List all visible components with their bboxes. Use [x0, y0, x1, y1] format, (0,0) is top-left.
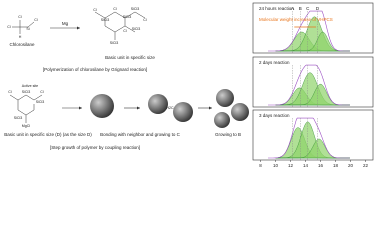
plot-frame — [252, 2, 374, 54]
caption: [Step growth of polymer by coupling reac… — [50, 145, 140, 150]
atom: H2C — [166, 106, 174, 110]
peak-label: B — [299, 6, 302, 11]
atom: MgCl — [22, 124, 31, 128]
label: Basic unit in specific size (D) (as the … — [4, 132, 92, 137]
arrow-head — [77, 26, 80, 30]
sphere — [148, 94, 168, 114]
x-tick-label: 12 — [288, 163, 294, 168]
panel-label: 3 days reaction — [259, 113, 290, 118]
atom: Cl — [143, 18, 147, 22]
sphere — [216, 89, 234, 107]
atom: Cl — [7, 25, 11, 29]
envelope — [268, 117, 350, 159]
x-tick-label: 22 — [363, 163, 369, 168]
label: Chlorosilane — [9, 42, 35, 47]
x-tick-label: 20 — [348, 163, 354, 168]
atom: Cl — [8, 90, 12, 94]
label: Bonding with neighbor and growing to C — [100, 132, 181, 137]
reagent: Mg — [62, 21, 69, 26]
atom: Cl — [93, 8, 97, 12]
peak-label: C — [306, 6, 310, 11]
annotation: Molecular weight increase of VHPCS — [259, 17, 333, 22]
label: Active site — [22, 84, 38, 88]
atom: SiCl3 — [14, 116, 23, 120]
peak-label: A — [291, 6, 294, 11]
plot-frame — [252, 109, 374, 161]
panel-label: 24 hours reaction — [259, 6, 294, 11]
x-tick-label: 14 — [303, 163, 309, 168]
arrow-head — [79, 106, 82, 110]
atom: SiCl3 — [132, 27, 141, 31]
sphere — [214, 112, 230, 128]
label: Basic unit in specific size — [105, 55, 155, 60]
plot-frame — [252, 56, 374, 108]
atom: SiCl3 — [131, 7, 140, 11]
sphere — [173, 102, 193, 122]
peak-label: D — [316, 6, 320, 11]
chlorosilane-structure — [12, 20, 35, 34]
sphere — [90, 94, 114, 118]
atom: Cl — [123, 29, 127, 33]
label: Growing to B — [215, 132, 241, 137]
x-tick-label: 10 — [273, 163, 279, 168]
atom: Cl — [34, 18, 38, 22]
sphere — [231, 103, 249, 121]
atom: SiCl3 — [123, 15, 132, 19]
atom: Cl — [40, 90, 44, 94]
atom: SiCl3 — [36, 100, 45, 104]
envelope — [268, 64, 350, 106]
arrow-head — [137, 106, 140, 110]
atom: Si — [26, 27, 29, 31]
atom: Cl — [113, 7, 117, 11]
atom: SiCl3 — [22, 90, 31, 94]
figure: Cl Cl H Si Cl Chlorosilane Mg Cl SiCl3 Cl S… — [4, 2, 374, 175]
atom: SiCl3 — [101, 18, 110, 22]
panel-label: 2 days reaction — [259, 60, 290, 65]
atom: SiCl3 — [110, 41, 119, 45]
envelope — [268, 10, 350, 52]
caption: [Polymerization of chlorosilane by Grign… — [43, 67, 147, 72]
atom: Cl — [18, 15, 22, 19]
x-tick-label: 8 — [259, 163, 262, 168]
arrow-head — [209, 106, 212, 110]
atom: H — [19, 35, 22, 39]
unit-structure — [9, 94, 43, 123]
x-tick-label: 16 — [318, 163, 324, 168]
x-tick-label: 18 — [333, 163, 339, 168]
unit-structure — [94, 11, 146, 40]
